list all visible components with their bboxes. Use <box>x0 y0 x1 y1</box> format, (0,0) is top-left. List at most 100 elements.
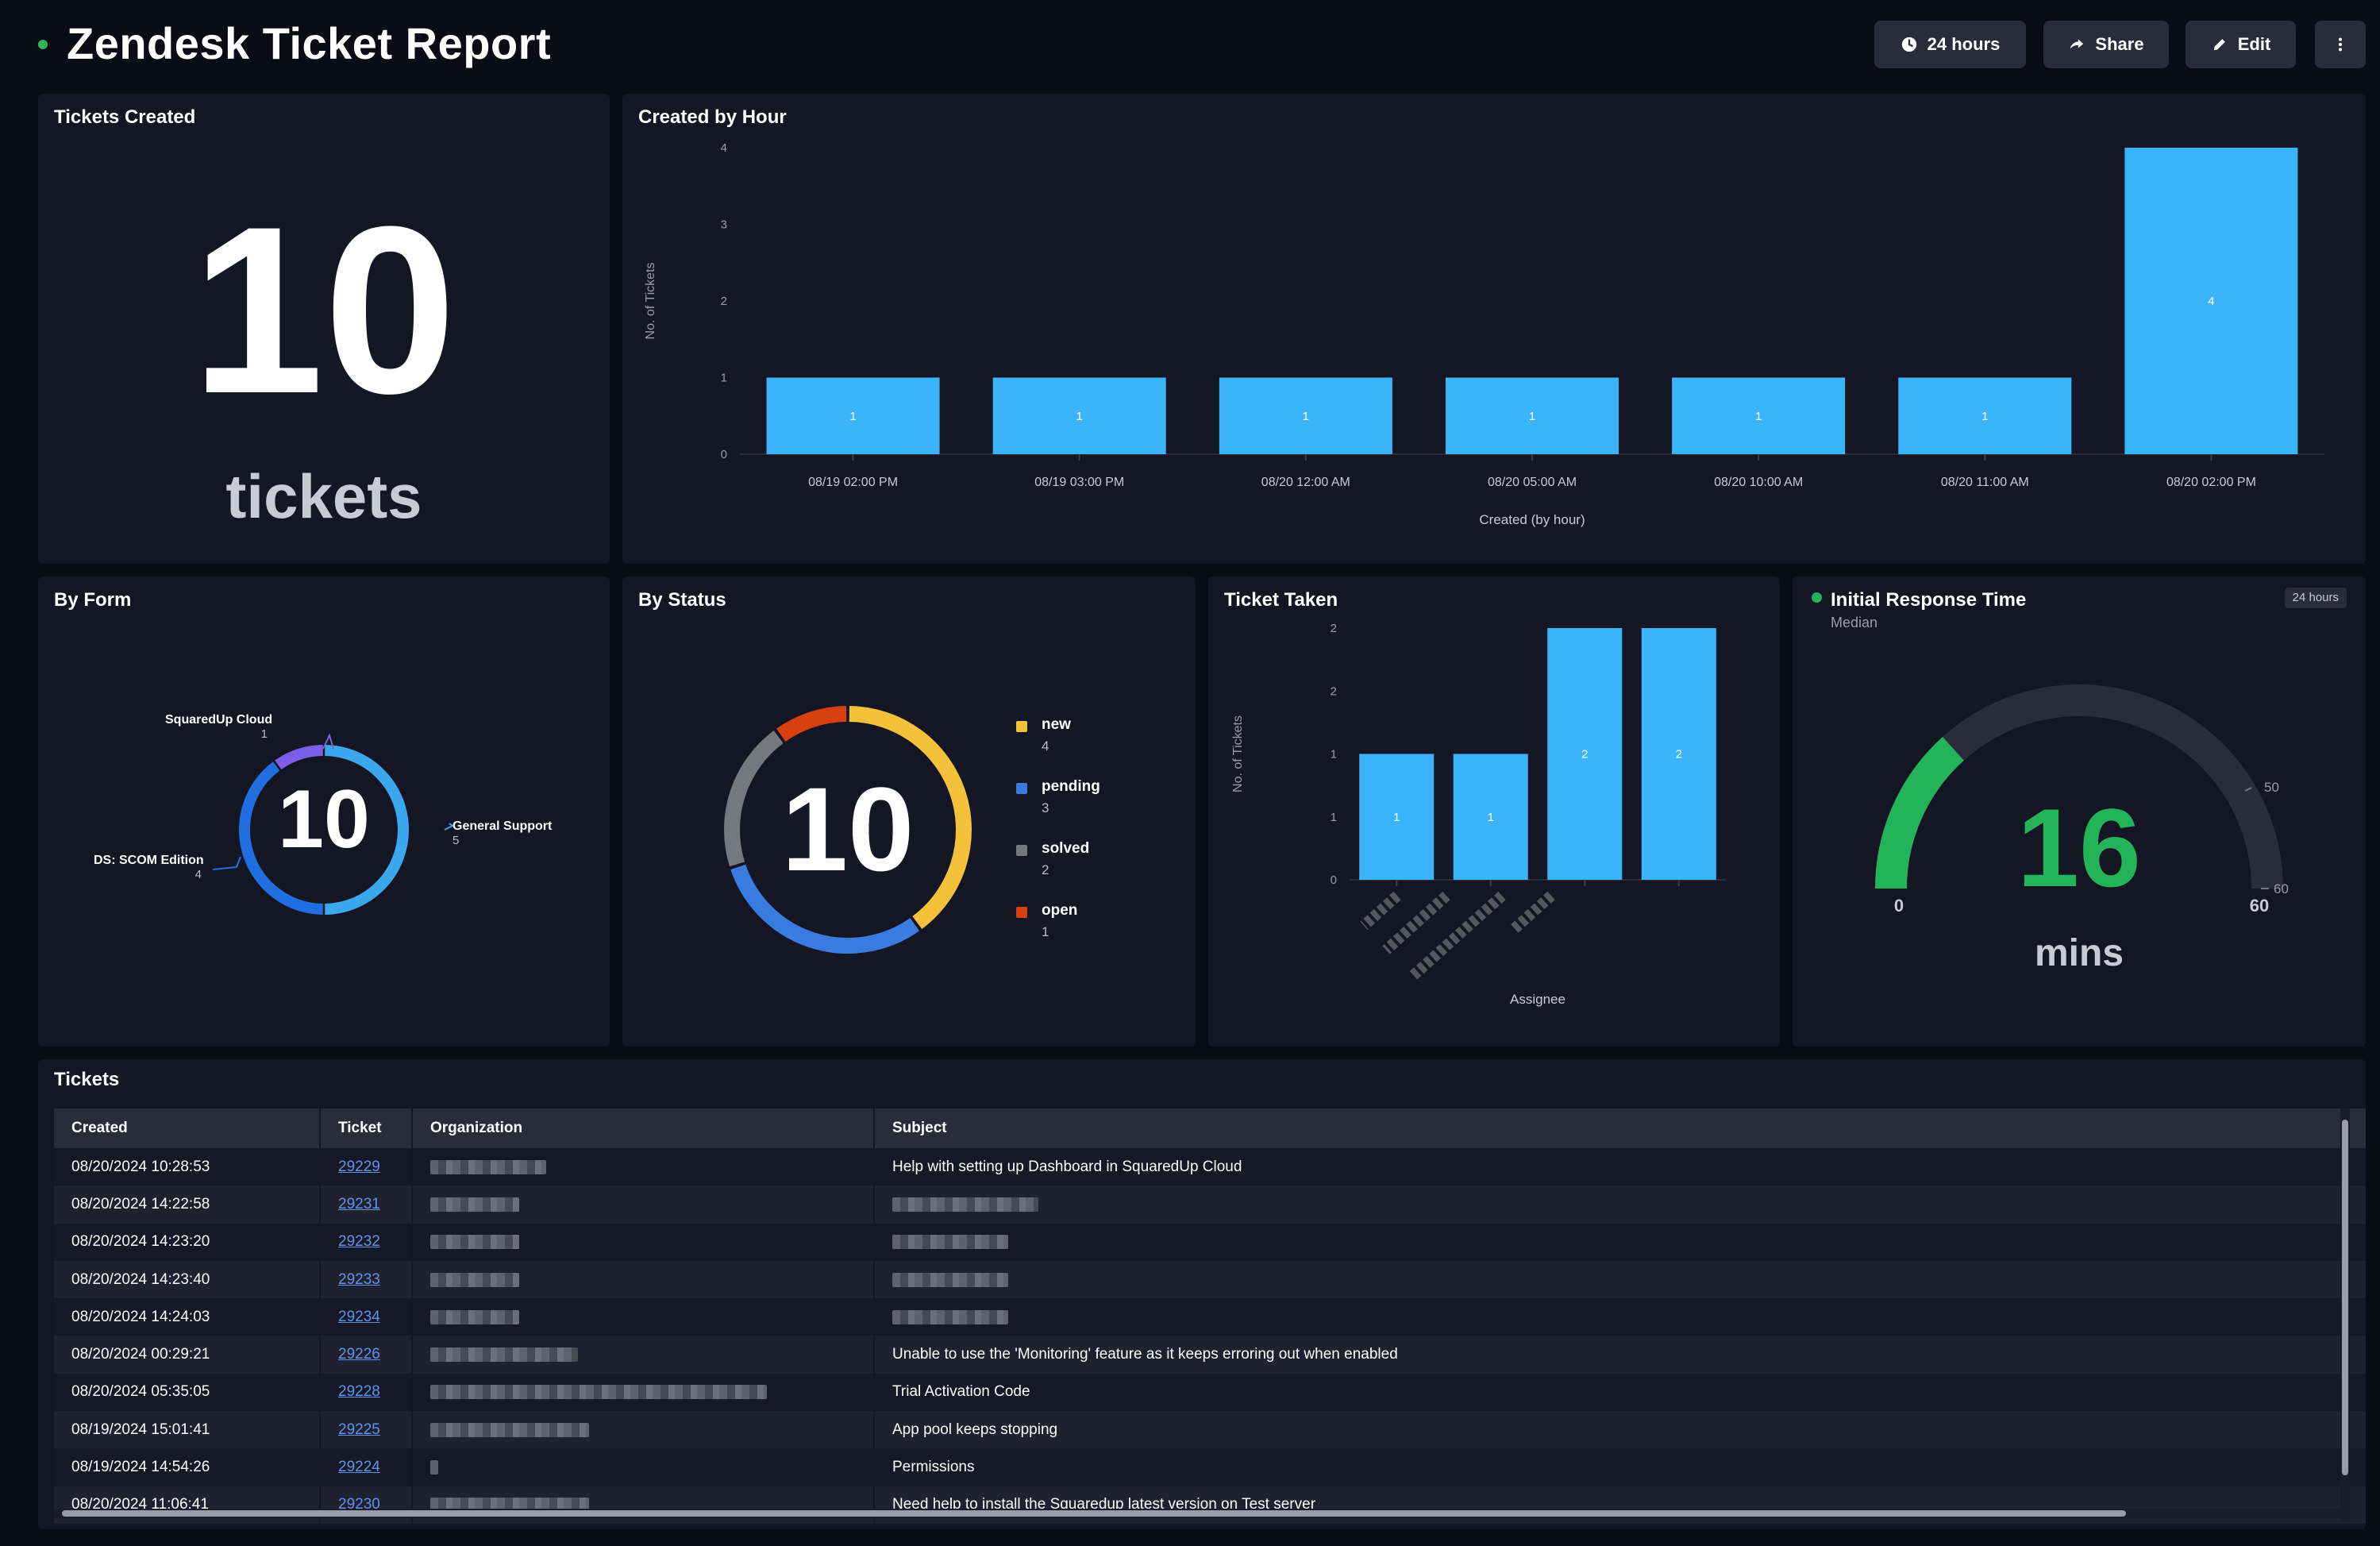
bar-value-label: 1 <box>849 410 856 423</box>
cell-ticket: 29233 <box>320 1260 413 1299</box>
redacted-subject <box>892 1235 1008 1250</box>
edit-label: Edit <box>2237 34 2271 54</box>
redacted-organization <box>430 1460 438 1475</box>
more-vertical-icon <box>2338 37 2343 52</box>
gauge-tick-label-50: 50 <box>2264 780 2279 795</box>
leader-squaredup-cloud <box>322 733 334 750</box>
timeframe-button[interactable]: 24 hours <box>1874 21 2026 68</box>
y-tick-label: 2 <box>1331 684 1337 698</box>
redacted-organization <box>430 1385 767 1400</box>
cell-subject: Help with setting up Dashboard in Square… <box>874 1148 2366 1186</box>
ticket-link[interactable]: 29226 <box>338 1346 380 1363</box>
table-row[interactable]: 08/19/2024 14:54:26 29224 Permissions <box>54 1448 2366 1486</box>
status-dot <box>1812 592 1822 603</box>
cell-organization <box>412 1148 875 1186</box>
edit-button[interactable]: Edit <box>2186 21 2296 68</box>
redacted-assignee-label <box>1382 891 1450 954</box>
bar-value-label: 1 <box>1076 410 1083 423</box>
count-general-support: 5 <box>453 834 459 847</box>
count-squaredup-cloud: 1 <box>261 727 268 741</box>
tile-title: Initial Response Time <box>1831 589 2027 611</box>
x-tick-label: 08/20 11:00 AM <box>1941 476 2029 489</box>
column-header-organization[interactable]: Organization <box>412 1108 875 1148</box>
ticket-taken-chart: 0 1 1 2 2 1 1 2 2 Assignee No. of Tickets <box>1231 622 1726 1007</box>
horizontal-scrollbar-thumb[interactable] <box>62 1510 2126 1517</box>
table-header-row: Created Ticket Organization Subject <box>54 1108 2366 1148</box>
tile-title: Tickets Created <box>54 106 196 128</box>
share-label: Share <box>2095 34 2144 54</box>
cell-organization <box>412 1260 875 1299</box>
bar-value-label: 1 <box>1981 410 1988 423</box>
bar <box>1219 377 1392 454</box>
donut-slice <box>849 706 972 929</box>
ticket-link[interactable]: 29234 <box>338 1308 380 1325</box>
ticket-link[interactable]: 29231 <box>338 1195 380 1213</box>
bar <box>1359 754 1435 880</box>
table-row[interactable]: 08/20/2024 10:28:53 29229 Help with settin… <box>54 1148 2366 1186</box>
cell-ticket: 29234 <box>320 1298 413 1336</box>
legend-count: 1 <box>1042 924 1049 939</box>
cell-created: 08/20/2024 10:28:53 <box>54 1148 321 1186</box>
bar <box>2124 148 2298 454</box>
tickets-table: Created Ticket Organization Subject 08/2… <box>54 1108 2366 1524</box>
cell-created: 08/20/2024 14:23:20 <box>54 1223 321 1261</box>
redacted-organization <box>430 1309 519 1324</box>
column-header-created[interactable]: Created <box>54 1108 321 1148</box>
cell-created: 08/20/2024 14:23:40 <box>54 1260 321 1299</box>
cell-ticket: 29228 <box>320 1373 413 1412</box>
table-row[interactable]: 08/20/2024 14:22:58 29231 <box>54 1186 2366 1224</box>
ticket-link[interactable]: 29229 <box>338 1158 380 1175</box>
table-row[interactable]: 08/20/2024 05:35:05 29228 Trial Activation… <box>54 1373 2366 1412</box>
ticket-link[interactable]: 29228 <box>338 1383 380 1401</box>
bar-value-label: 1 <box>1755 410 1762 423</box>
column-header-ticket[interactable]: Ticket <box>320 1108 413 1148</box>
cell-subject <box>874 1298 2366 1336</box>
cell-organization <box>412 1298 875 1336</box>
bar <box>1453 754 1528 880</box>
gauge-min-label: 0 <box>1894 896 1904 916</box>
ticket-link[interactable]: 29232 <box>338 1233 380 1251</box>
cell-ticket: 29225 <box>320 1411 413 1449</box>
table-row[interactable]: 08/20/2024 00:29:21 29226 Unable to use th… <box>54 1336 2366 1374</box>
gauge-tick-label-60: 60 <box>2274 881 2289 896</box>
leader-general-support <box>444 823 454 831</box>
vertical-scrollbar[interactable] <box>2340 1108 2350 1521</box>
ticket-link[interactable]: 29225 <box>338 1421 380 1438</box>
table-row[interactable]: 08/20/2024 14:23:20 29232 <box>54 1223 2366 1261</box>
label-ds-scom-edition: DS: SCOM Edition <box>94 854 204 867</box>
bar-value-label: 1 <box>1529 410 1535 423</box>
vertical-scrollbar-thumb[interactable] <box>2342 1120 2348 1475</box>
redacted-organization <box>430 1159 546 1174</box>
x-tick-label: 08/20 12:00 AM <box>1261 476 1350 489</box>
cell-ticket: 29229 <box>320 1148 413 1186</box>
more-options-button[interactable] <box>2315 21 2366 68</box>
redacted-assignee-label <box>1409 891 1506 981</box>
legend-label: open <box>1042 902 1078 919</box>
cell-subject: Trial Activation Code <box>874 1373 2366 1412</box>
table-row[interactable]: 08/20/2024 14:24:03 29234 <box>54 1298 2366 1336</box>
label-general-support: General Support <box>453 819 553 833</box>
legend-label: new <box>1042 716 1071 733</box>
ticket-link[interactable]: 29224 <box>338 1459 380 1476</box>
tickets-table-tile: Tickets Created Ticket Organization Subj… <box>38 1059 2366 1529</box>
table-row[interactable]: 08/20/2024 14:23:40 29233 <box>54 1260 2366 1299</box>
bar-value-label: 2 <box>1676 748 1682 761</box>
legend-swatch <box>1016 783 1027 794</box>
horizontal-scrollbar[interactable] <box>54 1509 2350 1518</box>
redacted-organization <box>430 1347 578 1363</box>
x-tick-label: 08/19 03:00 PM <box>1034 476 1124 489</box>
ticket-link[interactable]: 29233 <box>338 1270 380 1288</box>
table-row[interactable]: 08/19/2024 15:01:41 29225 App pool keeps s… <box>54 1411 2366 1449</box>
bar <box>992 377 1166 454</box>
redacted-organization <box>430 1235 519 1250</box>
donut-slice <box>325 745 409 915</box>
legend-label: solved <box>1042 840 1090 857</box>
by-form-tile: By Form 10 SquaredUp Cloud 1 General Sup… <box>38 576 610 1047</box>
cell-ticket: 29224 <box>320 1448 413 1486</box>
redacted-subject <box>892 1197 1038 1212</box>
share-button[interactable]: Share <box>2043 21 2169 68</box>
bar <box>766 377 940 454</box>
legend-label: pending <box>1042 778 1100 795</box>
column-header-subject[interactable]: Subject <box>874 1108 2366 1148</box>
tile-title: Ticket Taken <box>1224 589 1338 611</box>
